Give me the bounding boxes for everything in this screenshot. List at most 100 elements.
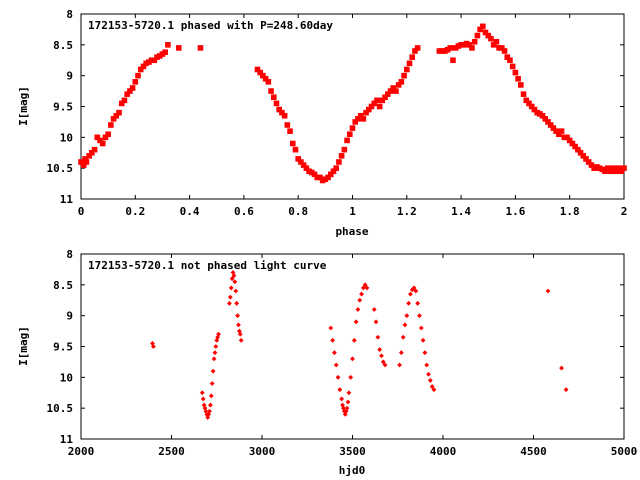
unphased-light-curve-chart: 172153-5720.1 not phased light curve hjd… bbox=[17, 248, 637, 477]
data-point bbox=[165, 42, 171, 48]
data-point bbox=[418, 325, 424, 331]
data-point bbox=[482, 29, 489, 36]
data-point bbox=[317, 174, 323, 181]
data-point bbox=[420, 337, 426, 343]
data-point bbox=[211, 356, 217, 362]
data-point bbox=[268, 88, 274, 94]
data-point bbox=[105, 131, 111, 138]
data-point bbox=[406, 60, 413, 67]
data-point bbox=[270, 94, 277, 101]
x-tick-label: 0.8 bbox=[288, 205, 308, 218]
data-point bbox=[499, 45, 505, 51]
data-point bbox=[404, 313, 410, 319]
data-point bbox=[390, 85, 397, 91]
data-point bbox=[80, 162, 87, 168]
data-point bbox=[333, 362, 339, 368]
data-point bbox=[401, 72, 407, 79]
data-point bbox=[572, 143, 578, 150]
chart-title: 172153-5720.1 phased with P=248.60day bbox=[88, 19, 333, 32]
data-point bbox=[233, 288, 239, 294]
data-point bbox=[415, 300, 421, 306]
y-tick-label: 11 bbox=[60, 193, 74, 206]
data-point bbox=[545, 288, 551, 294]
y-tick-label: 8 bbox=[66, 8, 73, 21]
data-point bbox=[175, 45, 182, 51]
data-point bbox=[395, 82, 402, 88]
x-tick-label: 1.2 bbox=[397, 205, 417, 218]
data-point bbox=[292, 146, 299, 153]
data-point bbox=[213, 344, 219, 349]
data-point bbox=[298, 159, 304, 165]
data-point bbox=[352, 119, 359, 125]
data-point bbox=[231, 273, 237, 278]
data-point bbox=[140, 63, 147, 70]
data-point bbox=[287, 128, 293, 134]
data-point bbox=[108, 122, 114, 128]
data-point bbox=[351, 337, 357, 343]
data-point bbox=[311, 171, 318, 178]
data-point bbox=[398, 79, 405, 85]
data-point bbox=[545, 119, 551, 125]
data-point bbox=[387, 88, 394, 94]
data-point bbox=[102, 134, 109, 141]
data-point bbox=[515, 75, 521, 82]
data-point bbox=[379, 353, 384, 359]
data-point bbox=[124, 91, 130, 97]
data-point bbox=[127, 88, 133, 94]
x-tick-label: 1.8 bbox=[560, 205, 580, 218]
data-point bbox=[336, 159, 342, 165]
data-point bbox=[110, 116, 117, 122]
data-point bbox=[542, 116, 549, 122]
data-point bbox=[471, 38, 478, 45]
data-point bbox=[121, 97, 128, 104]
data-point bbox=[151, 57, 158, 64]
x-axis-label: phase bbox=[335, 225, 368, 238]
data-point bbox=[373, 319, 379, 325]
data-point bbox=[276, 106, 282, 113]
x-tick-label: 1.4 bbox=[451, 205, 471, 218]
data-point bbox=[303, 165, 310, 171]
data-point bbox=[377, 347, 383, 352]
data-point bbox=[300, 162, 307, 168]
y-tick-label: 10.5 bbox=[47, 402, 74, 415]
data-point bbox=[613, 168, 619, 175]
data-point bbox=[518, 82, 524, 88]
data-point bbox=[150, 341, 155, 346]
data-point bbox=[273, 100, 280, 107]
data-point bbox=[78, 159, 84, 165]
data-point bbox=[615, 165, 622, 171]
data-point bbox=[200, 396, 206, 402]
data-point bbox=[393, 88, 399, 94]
y-tick-label: 8.5 bbox=[53, 39, 73, 52]
data-point bbox=[550, 125, 557, 131]
data-point bbox=[371, 100, 378, 107]
data-point bbox=[327, 171, 334, 178]
data-point bbox=[553, 128, 559, 134]
data-point bbox=[162, 49, 168, 56]
y-axis-label: I[mag] bbox=[17, 326, 30, 366]
data-point bbox=[238, 337, 244, 343]
data-point bbox=[559, 365, 564, 371]
data-point bbox=[82, 156, 88, 162]
data-point bbox=[569, 140, 576, 147]
data-point bbox=[588, 162, 595, 168]
data-point bbox=[400, 334, 406, 340]
data-point bbox=[602, 168, 608, 175]
data-point bbox=[289, 140, 296, 147]
data-point bbox=[566, 137, 573, 144]
x-tick-label: 2500 bbox=[158, 445, 185, 458]
data-point bbox=[89, 149, 95, 156]
data-point bbox=[504, 54, 511, 60]
y-tick-label: 9.5 bbox=[53, 341, 73, 354]
data-point bbox=[209, 381, 215, 386]
y-tick-label: 10.5 bbox=[47, 162, 74, 175]
data-point bbox=[232, 279, 238, 285]
data-point bbox=[86, 153, 92, 159]
x-tick-label: 2000 bbox=[68, 445, 95, 458]
data-point bbox=[325, 174, 331, 181]
data-point bbox=[330, 168, 337, 175]
x-tick-label: 0.6 bbox=[234, 205, 254, 218]
data-point bbox=[490, 42, 497, 48]
data-point bbox=[376, 103, 383, 110]
data-point bbox=[257, 69, 263, 76]
